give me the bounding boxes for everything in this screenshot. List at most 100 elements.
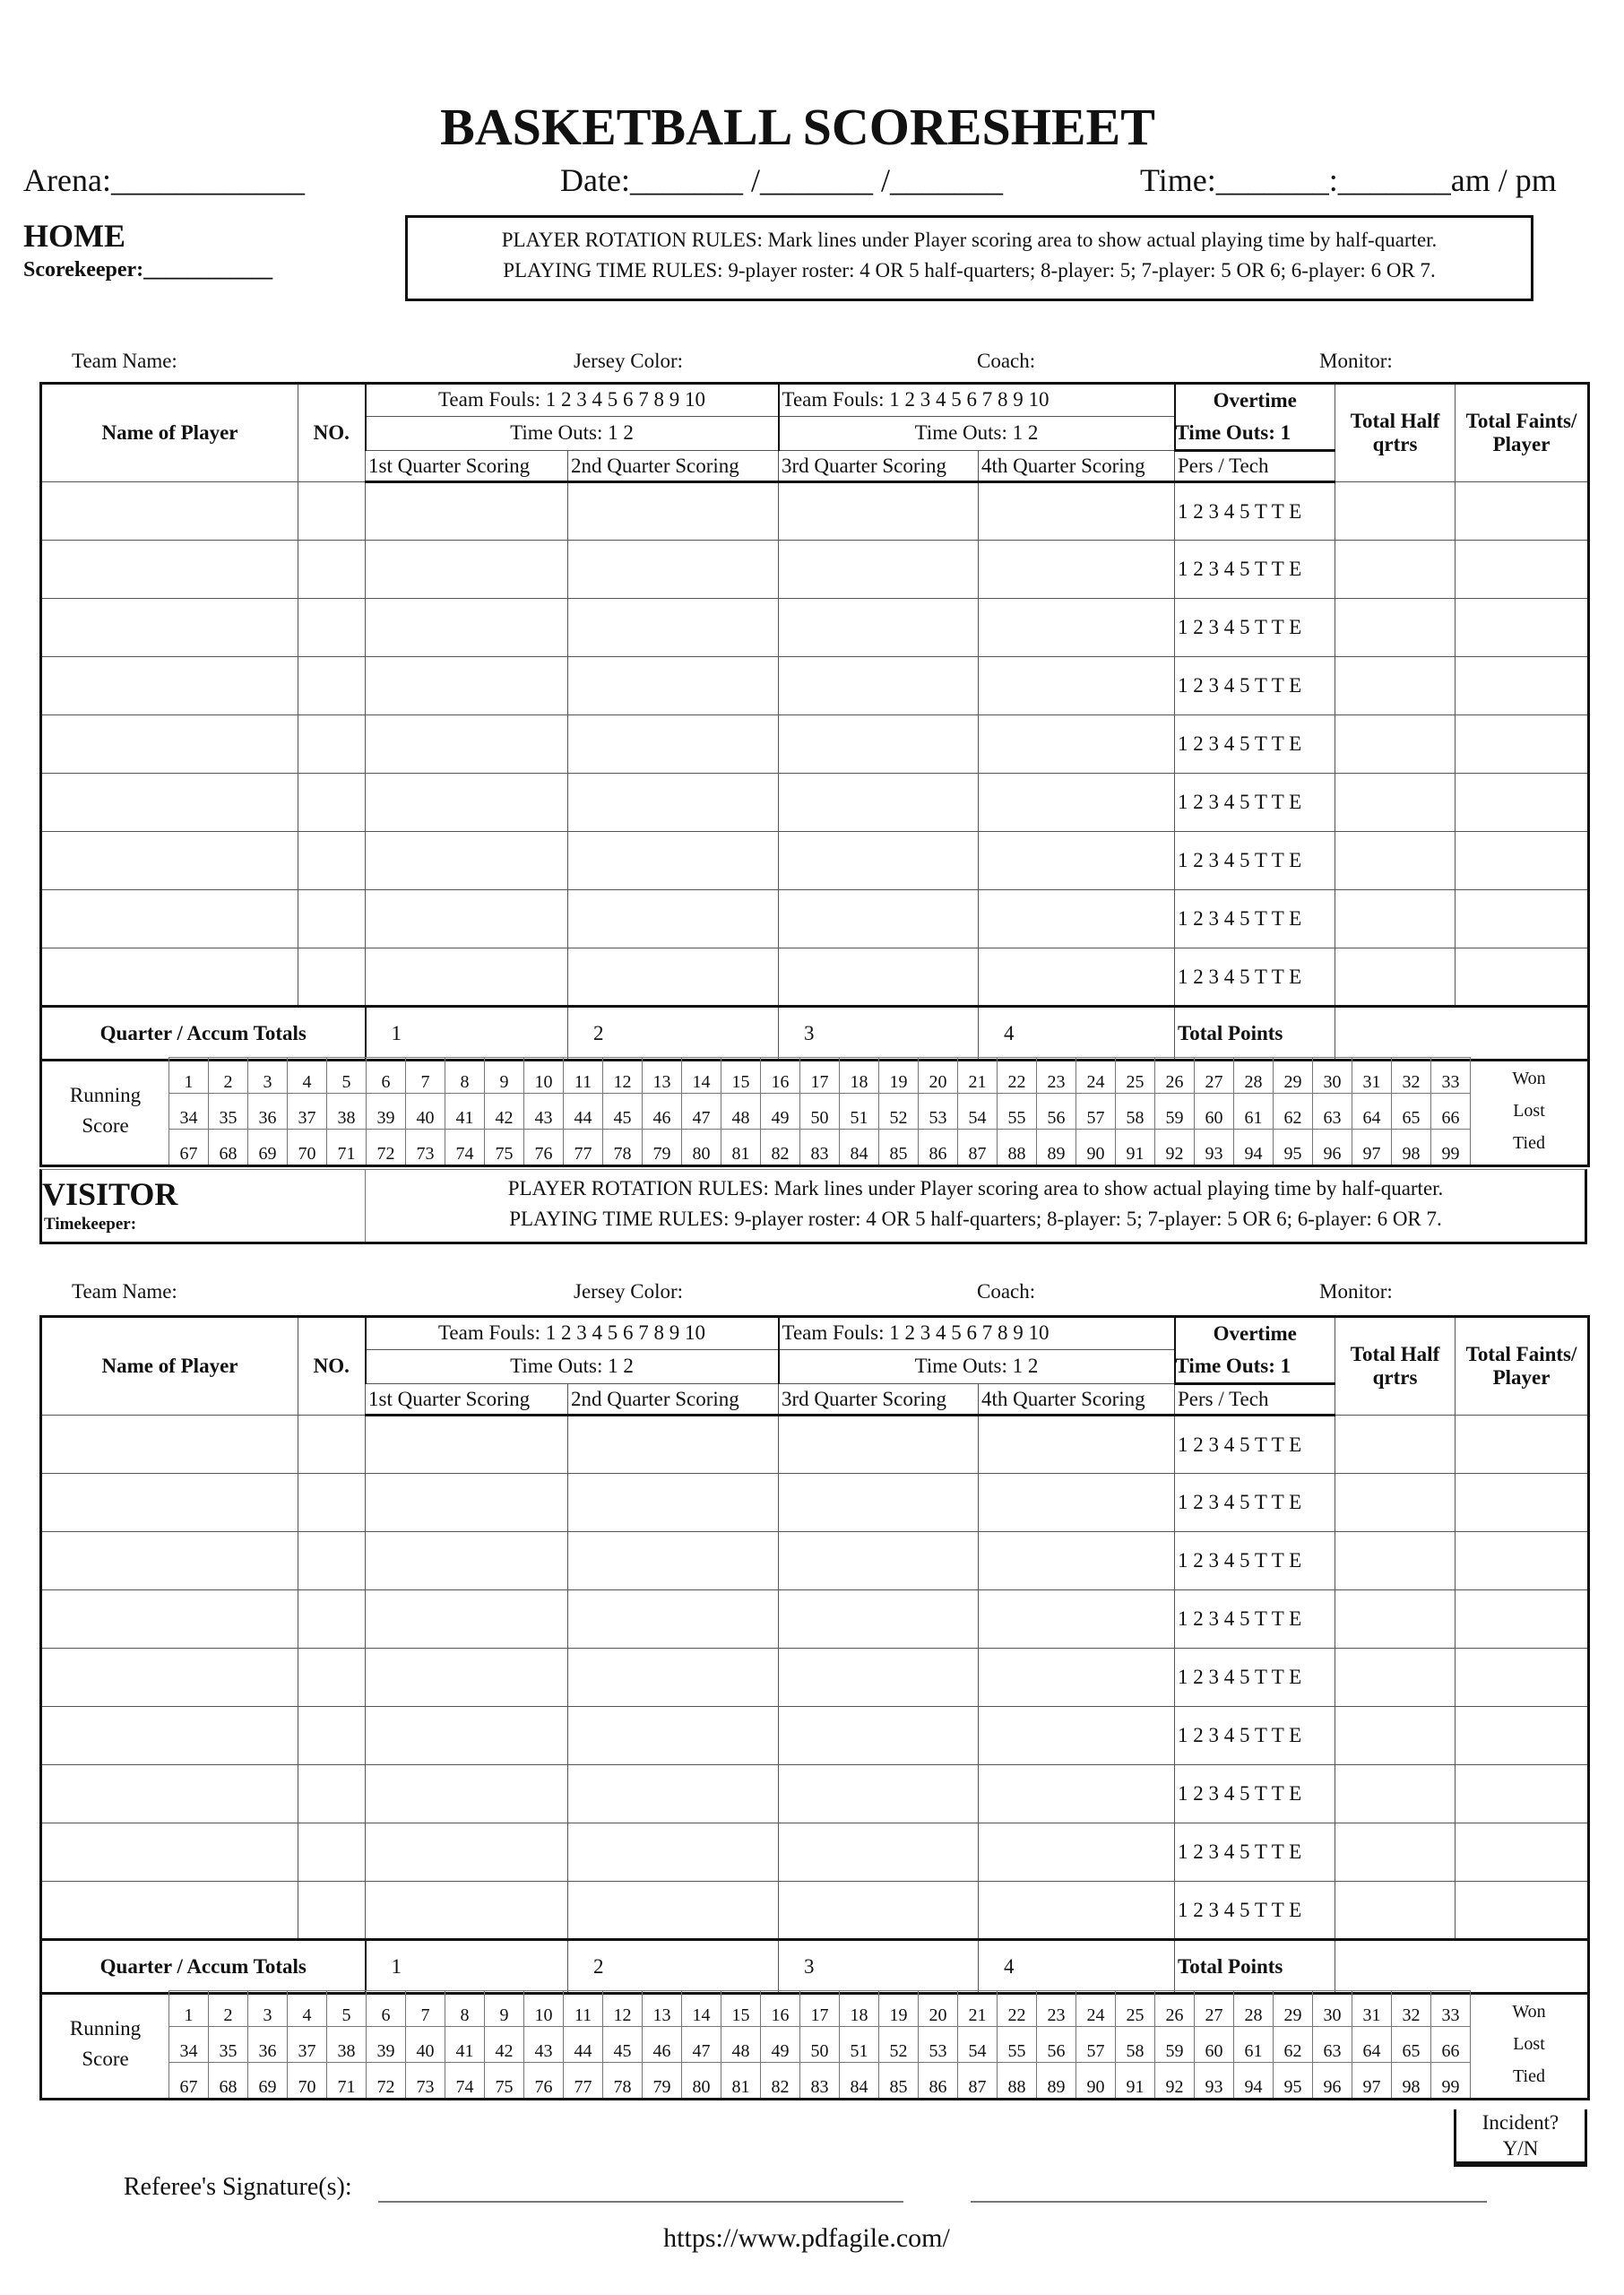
running-score-cell[interactable]: 50 [799, 1093, 840, 1130]
running-score-cell[interactable]: 17 [799, 1990, 840, 2027]
running-score-cell[interactable]: 18 [839, 1990, 879, 2027]
pers-tech-fouls-cell[interactable]: 1 2 3 4 5 T T E [1174, 889, 1335, 948]
running-score-cell[interactable]: 61 [1233, 2026, 1274, 2063]
time-outs-first-half[interactable]: Time Outs: 1 2 [364, 415, 780, 452]
running-score-cell[interactable]: 88 [997, 1129, 1037, 1166]
running-score-cell[interactable]: 1 [168, 1057, 209, 1094]
running-score-cell[interactable]: 60 [1194, 2026, 1234, 2063]
running-score-cell[interactable]: 59 [1154, 2026, 1195, 2063]
running-score-cell[interactable]: 83 [799, 2062, 840, 2100]
running-score-cell[interactable]: 61 [1233, 1093, 1274, 1130]
running-score-cell[interactable]: 65 [1391, 1093, 1431, 1130]
running-score-cell[interactable]: 71 [326, 2062, 367, 2100]
player-name-cell[interactable] [40, 598, 298, 657]
running-score-cell[interactable]: 43 [523, 1093, 564, 1130]
running-score-cell[interactable]: 94 [1233, 2062, 1274, 2100]
running-score-cell[interactable]: 25 [1115, 1990, 1155, 2027]
running-score-cell[interactable]: 44 [563, 1093, 603, 1130]
running-score-cell[interactable]: 81 [721, 2062, 761, 2100]
q2-total-cell[interactable]: 2 [567, 1938, 779, 1994]
time-outs-second-half[interactable]: Time Outs: 1 2 [777, 415, 1176, 452]
running-score-cell[interactable]: 13 [642, 1057, 682, 1094]
q3-score-cell[interactable] [778, 598, 979, 657]
running-score-cell[interactable]: 11 [563, 1057, 603, 1094]
running-score-cell[interactable]: 52 [878, 1093, 919, 1130]
total-faints-cell[interactable] [1455, 831, 1589, 890]
running-score-cell[interactable]: 46 [642, 1093, 682, 1130]
q3-total-cell[interactable]: 3 [778, 1938, 979, 1994]
running-score-cell[interactable]: 5 [326, 1990, 367, 2027]
running-score-cell[interactable]: 42 [484, 2026, 524, 2063]
running-score-cell[interactable]: 7 [405, 1990, 445, 2027]
running-score-cell[interactable]: 89 [1036, 1129, 1076, 1166]
pers-tech-fouls-cell[interactable]: 1 2 3 4 5 T T E [1174, 714, 1335, 774]
q3-score-cell[interactable] [778, 773, 979, 832]
scorekeeper-field[interactable]: Scorekeeper:____________ [23, 258, 273, 281]
running-score-cell[interactable]: 93 [1194, 2062, 1234, 2100]
q3-score-cell[interactable] [778, 714, 979, 774]
running-score-cell[interactable]: 74 [445, 1129, 485, 1166]
total-faints-cell[interactable] [1455, 948, 1589, 1007]
jersey-color-field[interactable]: Jersey Color: [574, 350, 684, 372]
q3-score-cell[interactable] [778, 1531, 979, 1590]
total-half-cell[interactable] [1335, 1648, 1456, 1707]
total-faints-cell[interactable] [1455, 1531, 1589, 1590]
running-score-cell[interactable]: 40 [405, 1093, 445, 1130]
total-faints-cell[interactable] [1455, 598, 1589, 657]
player-name-cell[interactable] [40, 540, 298, 599]
q1-score-cell[interactable] [365, 773, 568, 832]
q2-score-cell[interactable] [567, 831, 779, 890]
total-faints-cell[interactable] [1455, 1589, 1589, 1649]
running-score-cell[interactable]: 76 [523, 1129, 564, 1166]
running-score-cell[interactable]: 95 [1273, 2062, 1313, 2100]
q2-score-cell[interactable] [567, 540, 779, 599]
running-score-cell[interactable]: 6 [366, 1990, 406, 2027]
q4-score-cell[interactable] [978, 1415, 1175, 1474]
running-score-cell[interactable]: 56 [1036, 1093, 1076, 1130]
player-name-cell[interactable] [40, 1531, 298, 1590]
running-score-cell[interactable]: 34 [168, 1093, 209, 1130]
player-number-cell[interactable] [298, 1706, 366, 1765]
running-score-cell[interactable]: 17 [799, 1057, 840, 1094]
running-score-cell[interactable]: 8 [445, 1057, 485, 1094]
q3-score-cell[interactable] [778, 831, 979, 890]
pers-tech-fouls-cell[interactable]: 1 2 3 4 5 T T E [1174, 831, 1335, 890]
running-score-cell[interactable]: 3 [247, 1057, 288, 1094]
team-name-field[interactable]: Team Name: [72, 1280, 177, 1303]
running-score-cell[interactable]: 41 [445, 1093, 485, 1130]
running-score-cell[interactable]: 65 [1391, 2026, 1431, 2063]
running-score-cell[interactable]: 22 [997, 1990, 1037, 2027]
q4-score-cell[interactable] [978, 598, 1175, 657]
incident-box[interactable]: Incident? Y/N [1454, 2109, 1587, 2167]
time-outs-first-half[interactable]: Time Outs: 1 2 [364, 1348, 780, 1385]
footer-url[interactable]: https://www.pdfagile.com/ [663, 2223, 950, 2253]
q4-score-cell[interactable] [978, 1764, 1175, 1823]
running-score-cell[interactable]: 36 [247, 1093, 288, 1130]
running-score-cell[interactable]: 58 [1115, 2026, 1155, 2063]
timekeeper-field[interactable]: Timekeeper: [44, 1215, 137, 1234]
q1-score-cell[interactable] [365, 1531, 568, 1590]
total-half-cell[interactable] [1335, 1589, 1456, 1649]
running-score-cell[interactable]: 55 [997, 1093, 1037, 1130]
running-score-cell[interactable]: 60 [1194, 1093, 1234, 1130]
running-score-cell[interactable]: 56 [1036, 2026, 1076, 2063]
running-score-cell[interactable]: 70 [287, 1129, 327, 1166]
running-score-cell[interactable]: 25 [1115, 1057, 1155, 1094]
running-score-cell[interactable]: 49 [760, 1093, 800, 1130]
running-score-cell[interactable]: 58 [1115, 1093, 1155, 1130]
running-score-cell[interactable]: 36 [247, 2026, 288, 2063]
running-score-cell[interactable]: 44 [563, 2026, 603, 2063]
running-score-cell[interactable]: 80 [681, 1129, 721, 1166]
player-number-cell[interactable] [298, 1415, 366, 1474]
running-score-cell[interactable]: 9 [484, 1990, 524, 2027]
q3-score-cell[interactable] [778, 1823, 979, 1882]
player-number-cell[interactable] [298, 948, 366, 1007]
running-score-cell[interactable]: 23 [1036, 1057, 1076, 1094]
running-score-cell[interactable]: 49 [760, 2026, 800, 2063]
running-score-cell[interactable]: 48 [721, 2026, 761, 2063]
running-score-cell[interactable]: 67 [168, 1129, 209, 1166]
q2-score-cell[interactable] [567, 1764, 779, 1823]
running-score-cell[interactable]: 31 [1352, 1990, 1392, 2027]
running-score-cell[interactable]: 47 [681, 2026, 721, 2063]
q3-score-cell[interactable] [778, 1473, 979, 1532]
